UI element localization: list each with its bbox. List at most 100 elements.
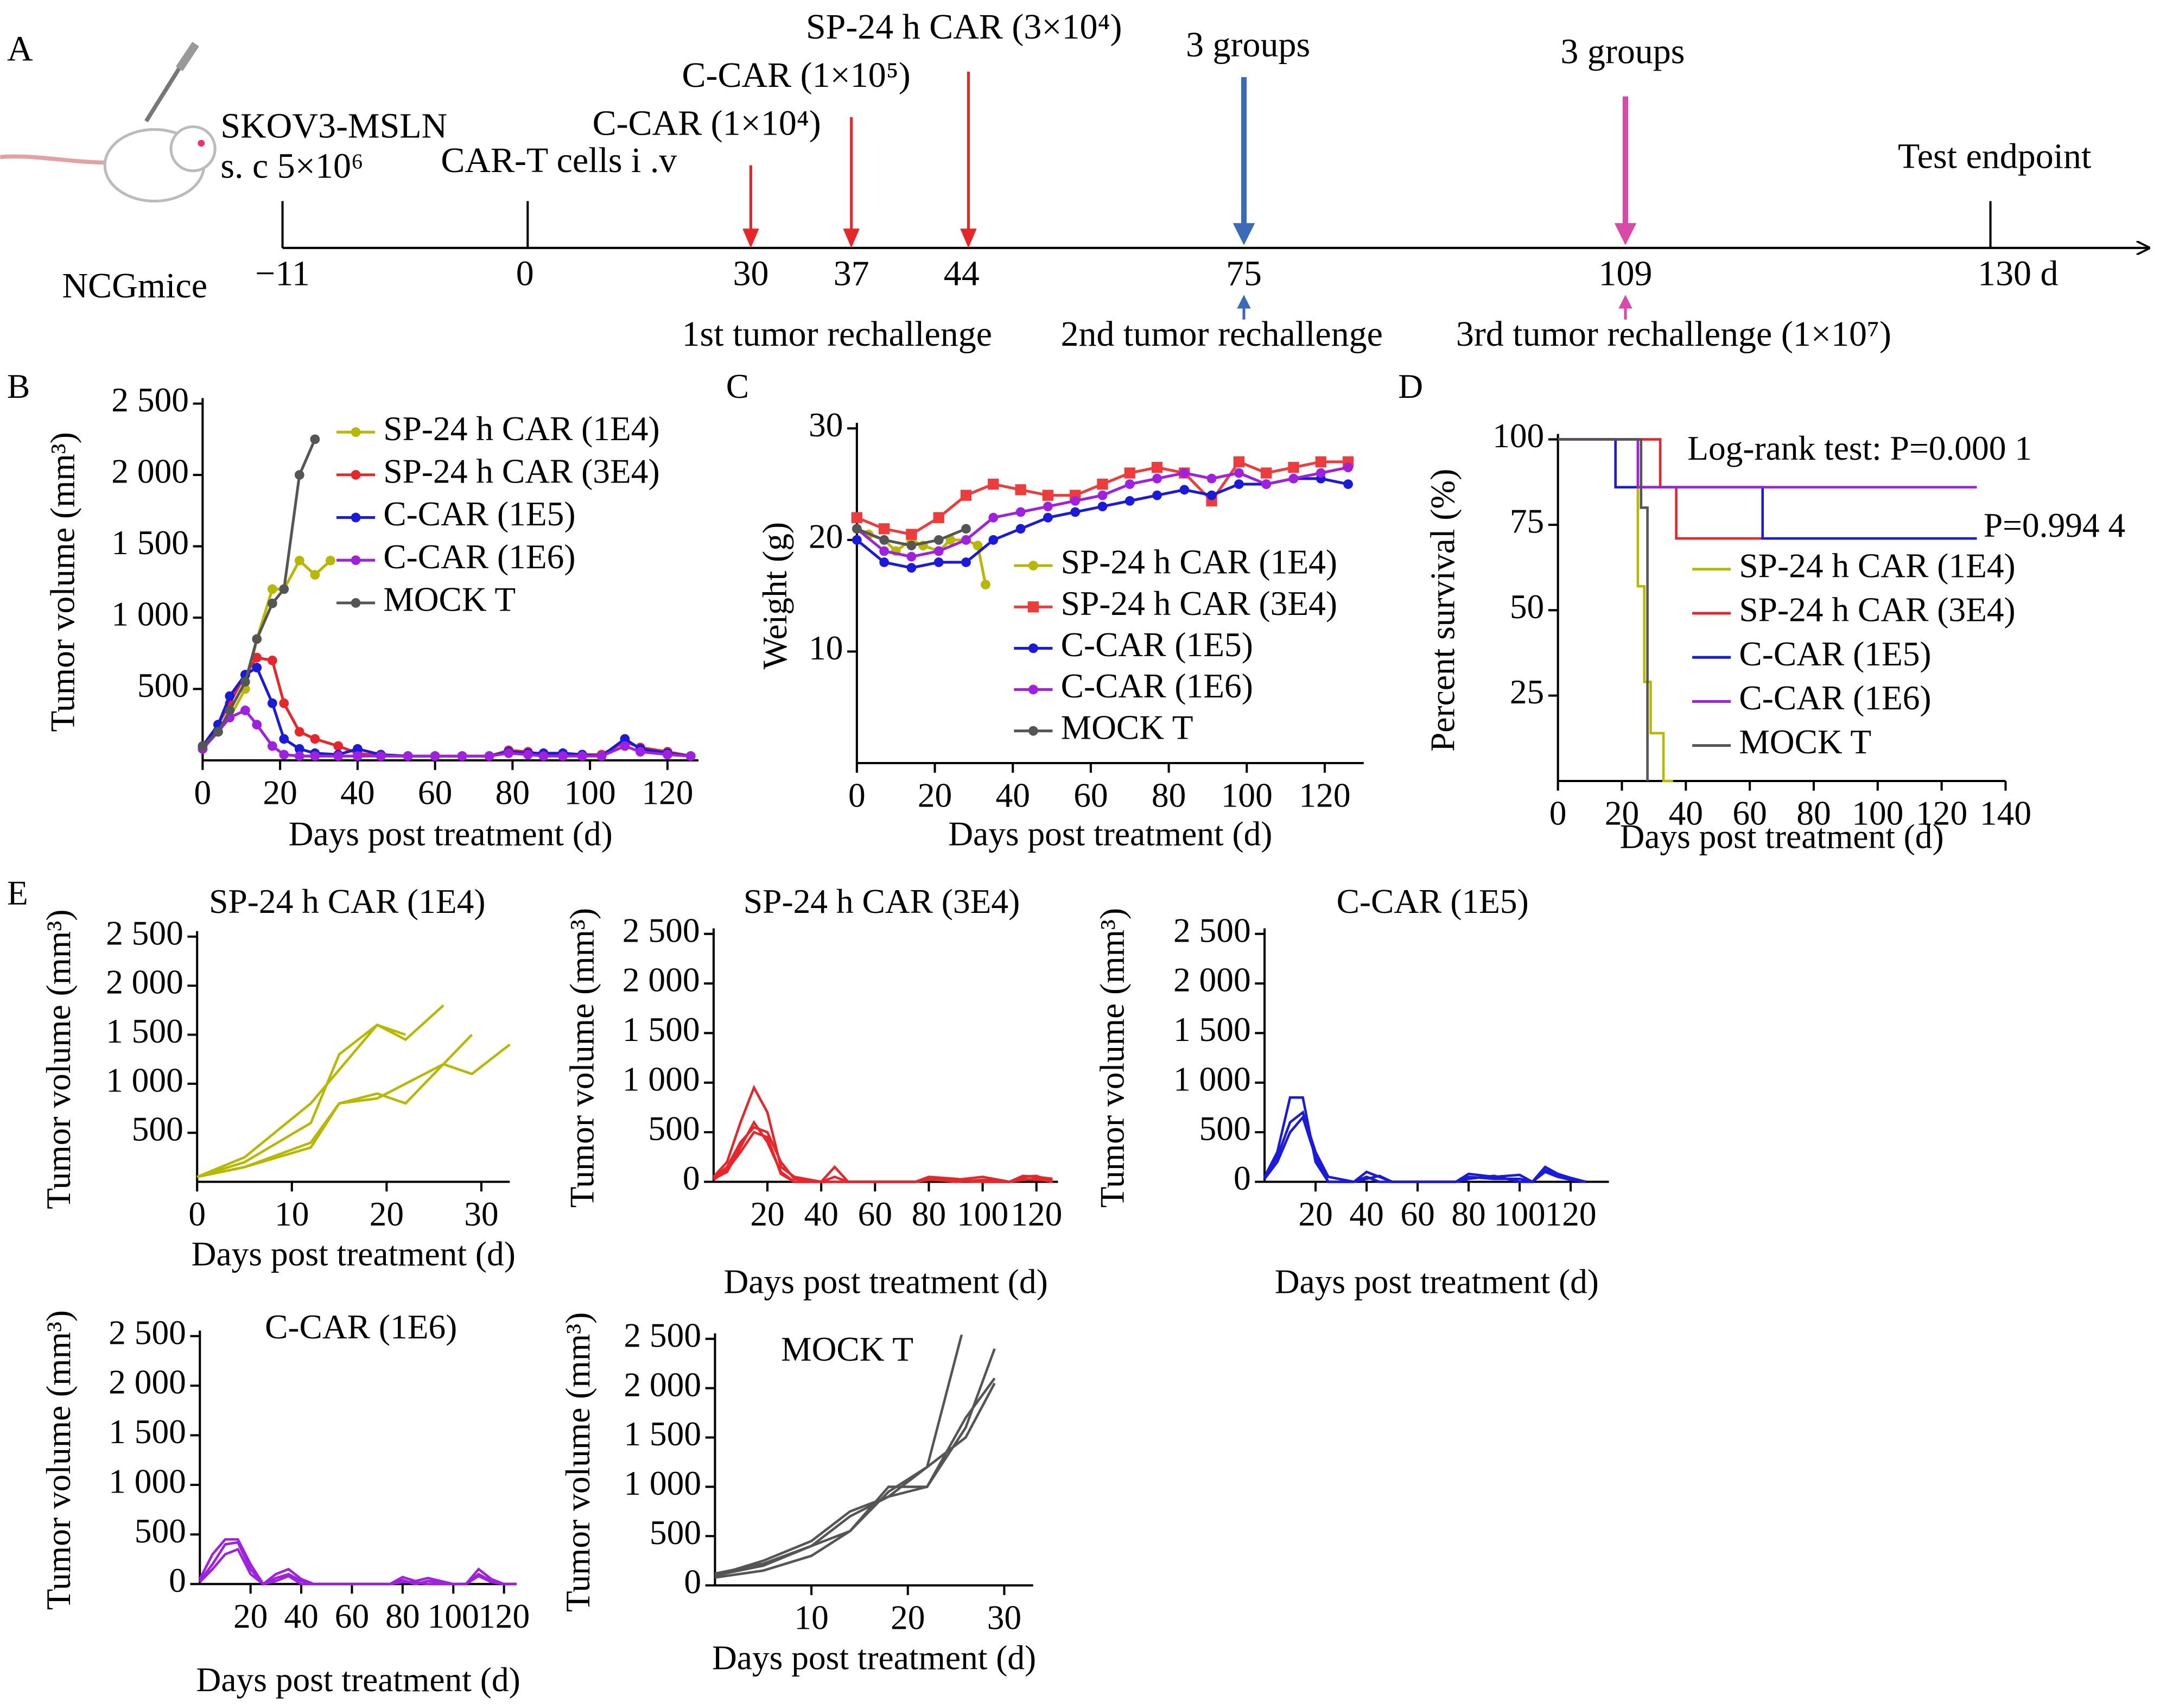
legend-marker [1027, 601, 1039, 613]
timeline-tick-label: 130 d [1978, 253, 2058, 293]
legend-marker [1028, 561, 1038, 571]
x-tick-label: 120 [1916, 794, 1967, 833]
marker [1097, 490, 1108, 500]
series-line [196, 1033, 473, 1178]
marker [1343, 462, 1353, 473]
x-axis-label: Days post treatment (d) [948, 815, 1272, 853]
marker [1206, 490, 1217, 500]
marker [1315, 456, 1326, 468]
y-axis-label: Tumor volume (mm³) [1093, 908, 1132, 1208]
timeline-tick-label: 75 [1226, 253, 1262, 293]
marker [1097, 501, 1108, 512]
legend-label: SP-24 h CAR (1E4) [1739, 546, 2015, 585]
series-line [714, 1382, 996, 1575]
legend-label: MOCK T [383, 580, 516, 618]
timeline-panel: A NCGmice SKOV3-MSLN s. c 5×10⁶ −11 0 30 [0, 7, 2149, 354]
marker [279, 750, 289, 760]
x-axis-label: Days post treatment (d) [724, 1262, 1048, 1300]
y-axis-label: Tumor volume (mm³) [39, 1310, 78, 1610]
marker [961, 535, 971, 545]
plot-area [1263, 1096, 1586, 1184]
marker [1015, 507, 1026, 517]
legend-label: SP-24 h CAR (1E4) [383, 409, 659, 448]
legend-marker [351, 555, 361, 566]
x-axis-label: Days post treatment (d) [196, 1660, 520, 1699]
x-tick-label: 80 [1451, 1195, 1485, 1233]
x-tick-label: 20 [750, 1195, 784, 1233]
legend-marker [351, 598, 361, 608]
legend-label: MOCK T [1739, 722, 1871, 761]
marker [1234, 479, 1244, 489]
y-tick-label: 1 000 [1173, 1059, 1251, 1098]
marker [879, 535, 890, 545]
marker [933, 546, 944, 556]
marker [1015, 524, 1026, 534]
x-tick-label: 20 [1298, 1195, 1332, 1233]
x-tick-label: 60 [1400, 1195, 1434, 1233]
marker [430, 751, 440, 761]
event-label: Test endpoint [1898, 137, 2091, 176]
series-line [713, 1084, 1053, 1183]
y-tick-label: 0 [1234, 1159, 1251, 1197]
x-tick-label: 80 [912, 1195, 946, 1233]
plot-area [1558, 438, 1977, 783]
marker [267, 698, 277, 708]
event-label: 3 groups [1186, 25, 1310, 65]
marker [1125, 496, 1135, 506]
marker [1179, 485, 1190, 495]
y-tick-label: 500 [650, 1513, 701, 1552]
marker [376, 751, 386, 761]
chart-title: C-CAR (1E6) [265, 1307, 457, 1346]
x-tick-label: 60 [858, 1195, 892, 1233]
x-tick-label: 40 [284, 1597, 318, 1635]
x-tick-label: 120 [1299, 776, 1350, 815]
y-tick-label: 2 500 [109, 1313, 186, 1351]
y-axis-label: Tumor volume (mm³) [558, 1312, 597, 1612]
x-tick-label: 30 [464, 1195, 498, 1233]
marker [961, 557, 971, 567]
marker [333, 741, 344, 751]
timeline-tick-label: 37 [834, 253, 869, 293]
x-tick-label: 120 [1545, 1195, 1596, 1233]
plot-area [851, 456, 1354, 589]
y-tick-label: 50 [1510, 587, 1544, 626]
plot-area [199, 1538, 517, 1586]
survival-curve [1558, 438, 1649, 781]
marker [1043, 501, 1053, 512]
marker [252, 634, 262, 644]
survival-curve [1558, 438, 1673, 783]
x-tick-label: 100 [1221, 776, 1273, 815]
x-tick-label: 20 [918, 776, 952, 815]
marker [198, 741, 208, 751]
marker [252, 652, 262, 663]
rechallenge-label: 1st tumor rechallenge [682, 314, 993, 354]
legend-label: C-CAR (1E6) [1061, 666, 1253, 705]
y-tick-label: 1 500 [622, 1010, 700, 1049]
x-tick-label: 40 [1669, 794, 1703, 833]
event-label: C-CAR (1×10⁵) [682, 55, 911, 95]
y-tick-label: 1 500 [624, 1414, 701, 1453]
marker [1043, 512, 1053, 523]
marker [352, 751, 363, 761]
marker [294, 744, 304, 754]
y-tick-label: 2 500 [1173, 911, 1251, 949]
event-label: C-CAR (1×10⁴) [593, 104, 821, 143]
legend-marker [351, 427, 361, 437]
x-tick-label: 60 [1073, 776, 1108, 815]
y-tick-label: 1 000 [111, 595, 189, 633]
marker [596, 751, 607, 761]
marker [960, 490, 972, 501]
marker [1234, 468, 1244, 478]
y-tick-label: 2 500 [106, 913, 183, 952]
marker [906, 529, 917, 540]
marker [403, 751, 413, 761]
marker [240, 677, 250, 687]
marker [906, 563, 917, 573]
timeline-tick-label: −11 [255, 253, 310, 293]
x-tick-label: 30 [987, 1598, 1021, 1637]
panel-label: D [1398, 367, 1423, 405]
x-axis-label: Days post treatment (d) [712, 1638, 1036, 1677]
y-tick-label: 1 500 [106, 1012, 183, 1050]
y-tick-label: 1 000 [106, 1061, 183, 1099]
marker [1261, 467, 1272, 479]
